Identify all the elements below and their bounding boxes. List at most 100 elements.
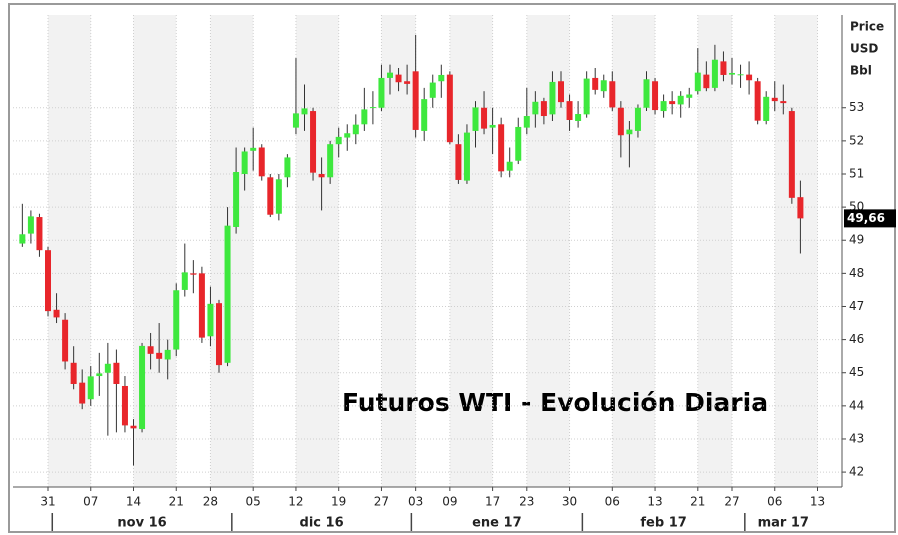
candle-body bbox=[27, 216, 34, 234]
candle-body bbox=[694, 72, 701, 92]
candle-body bbox=[729, 72, 735, 75]
x-tick-label: 05 bbox=[246, 495, 261, 509]
candle-body bbox=[378, 77, 385, 108]
x-tick-label: 27 bbox=[724, 495, 739, 509]
y-tick-label: 48 bbox=[849, 266, 864, 280]
chart-title: Futuros WTI - Evolución Diaria bbox=[342, 388, 768, 417]
x-tick-label: 27 bbox=[374, 495, 389, 509]
candle-body bbox=[472, 107, 479, 131]
candle-body bbox=[592, 77, 599, 90]
month-label: nov 16 bbox=[117, 516, 166, 531]
candle-body bbox=[233, 172, 240, 227]
x-tick-label: 23 bbox=[519, 495, 534, 509]
candle-body bbox=[481, 107, 488, 129]
candle-body bbox=[344, 133, 351, 138]
candle-body bbox=[96, 373, 103, 377]
candle-body bbox=[147, 346, 154, 354]
week-band bbox=[48, 15, 91, 487]
x-tick-label: 06 bbox=[605, 495, 620, 509]
y-tick-label: 45 bbox=[849, 365, 864, 379]
last-price-label: 49,66 bbox=[847, 211, 885, 225]
week-band bbox=[697, 15, 732, 487]
candle-body bbox=[36, 217, 43, 251]
y-tick-label: 51 bbox=[849, 166, 864, 180]
candle-body bbox=[70, 362, 77, 384]
week-band bbox=[210, 15, 254, 487]
candle-body bbox=[352, 124, 359, 135]
y-axis-label: USD bbox=[850, 42, 878, 56]
candle-body bbox=[754, 81, 761, 121]
candle-body bbox=[267, 177, 274, 215]
x-tick-label: 21 bbox=[690, 495, 705, 509]
candle-body bbox=[669, 101, 676, 105]
candle-body bbox=[45, 250, 51, 312]
y-axis-label: Bbl bbox=[850, 64, 872, 78]
candle-body bbox=[600, 80, 607, 92]
candle-body bbox=[583, 78, 590, 115]
candle-body bbox=[498, 124, 505, 172]
candle-body bbox=[660, 101, 667, 112]
month-label: feb 17 bbox=[640, 516, 686, 531]
candle-body bbox=[87, 376, 94, 400]
y-tick-label: 46 bbox=[849, 332, 864, 346]
candle-body bbox=[711, 59, 718, 88]
x-tick-label: 28 bbox=[203, 495, 218, 509]
week-band bbox=[449, 15, 493, 487]
candle-body bbox=[121, 385, 128, 426]
x-tick-label: 31 bbox=[40, 495, 55, 509]
candle-body bbox=[258, 147, 265, 177]
candle-body bbox=[763, 96, 770, 121]
x-tick-label: 06 bbox=[767, 495, 782, 509]
x-tick-label: 17 bbox=[485, 495, 500, 509]
x-tick-label: 13 bbox=[810, 495, 825, 509]
candle-body bbox=[617, 107, 624, 136]
candle-body bbox=[532, 101, 539, 115]
candle-body bbox=[181, 272, 188, 290]
candle-body bbox=[327, 144, 334, 178]
candle-body bbox=[438, 74, 445, 82]
x-tick-label: 12 bbox=[288, 495, 303, 509]
y-tick-label: 53 bbox=[849, 100, 864, 114]
candle-body bbox=[677, 95, 684, 105]
candle-body bbox=[318, 173, 325, 178]
x-tick-label: 13 bbox=[647, 495, 662, 509]
x-tick-label: 19 bbox=[331, 495, 346, 509]
candle-body bbox=[523, 116, 530, 128]
candle-body bbox=[395, 74, 402, 83]
candle-body bbox=[737, 74, 744, 76]
candle-body bbox=[190, 273, 197, 275]
candle-body bbox=[540, 101, 547, 117]
y-tick-label: 43 bbox=[849, 431, 864, 445]
x-tick-label: 14 bbox=[126, 495, 141, 509]
last-price-box bbox=[844, 209, 896, 228]
candle-body bbox=[634, 107, 641, 131]
candle-body bbox=[746, 74, 753, 81]
candle-body bbox=[771, 97, 778, 102]
candle-body bbox=[404, 81, 411, 84]
candle-body bbox=[421, 99, 428, 131]
y-tick-label: 44 bbox=[849, 398, 864, 412]
candle-body bbox=[703, 74, 710, 89]
candle-body bbox=[446, 74, 453, 143]
x-tick-label: 03 bbox=[408, 495, 423, 509]
candle-body bbox=[139, 345, 146, 430]
week-band bbox=[295, 15, 339, 487]
candle-body bbox=[558, 81, 564, 103]
candle-body bbox=[207, 303, 214, 337]
candle-body bbox=[489, 124, 496, 128]
month-label: ene 17 bbox=[472, 516, 522, 531]
candle-body bbox=[156, 352, 163, 359]
candle-body bbox=[301, 108, 308, 115]
candle-body bbox=[310, 111, 317, 173]
candle-body bbox=[369, 107, 376, 109]
candle-body bbox=[455, 144, 462, 180]
x-tick-label: 09 bbox=[442, 495, 457, 509]
candle-body bbox=[292, 113, 299, 128]
candle-body bbox=[506, 161, 513, 171]
candle-body bbox=[216, 303, 222, 366]
candle-body bbox=[104, 363, 111, 373]
candle-body bbox=[720, 61, 727, 75]
candle-body bbox=[686, 94, 693, 98]
candle-body bbox=[515, 126, 522, 161]
